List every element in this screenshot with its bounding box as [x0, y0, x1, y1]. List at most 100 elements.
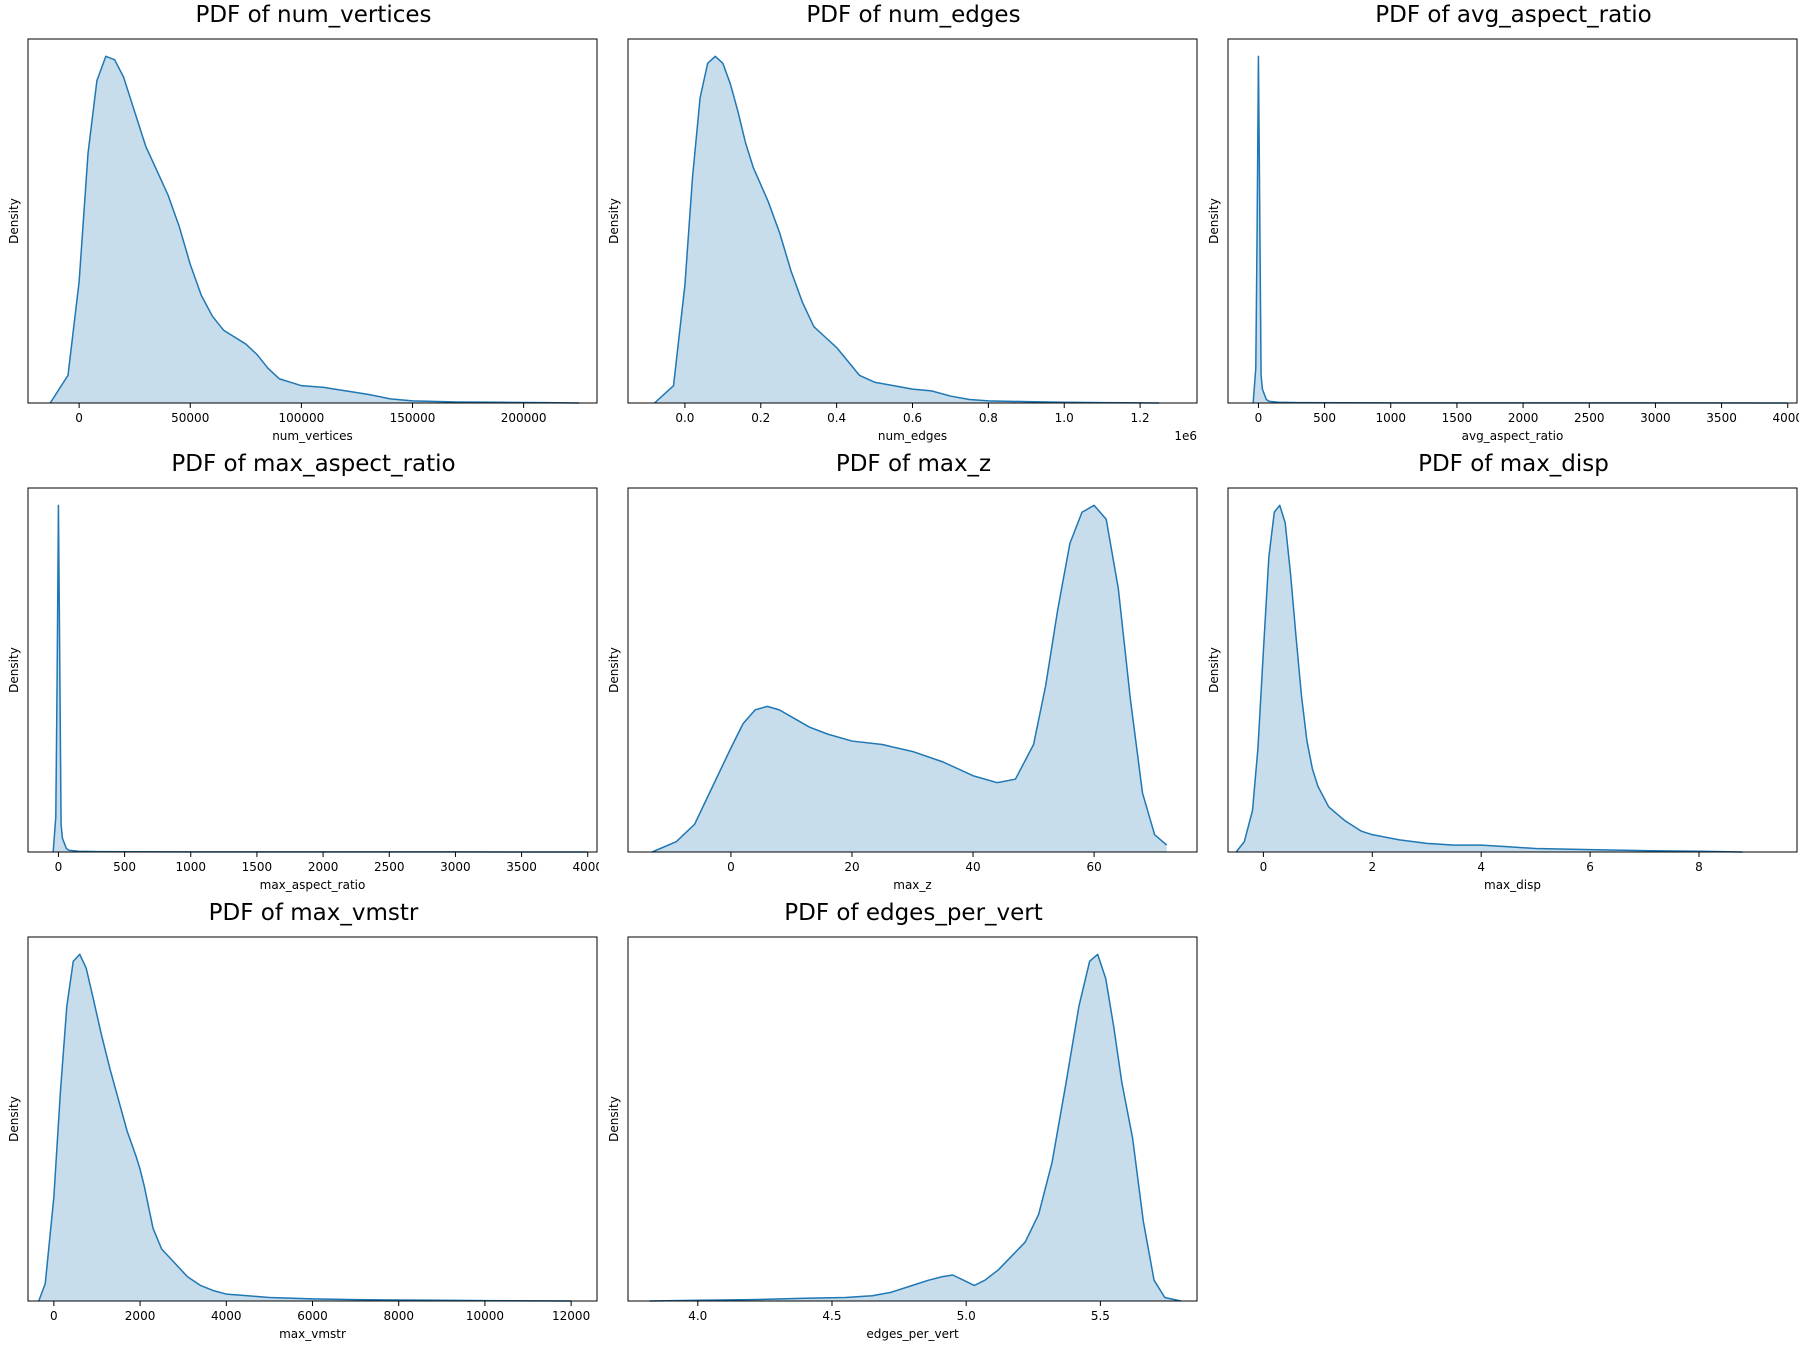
y-axis-label: Density	[607, 1096, 621, 1142]
x-tick-label: 2500	[1574, 411, 1605, 425]
chart-max-aspect-ratio: PDF of max_aspect_ratio 0 500 1000 1500 2000 2…	[0, 449, 599, 897]
x-axis-label: num_edges	[878, 429, 947, 443]
x-tick-label: 0	[1255, 411, 1263, 425]
x-tick-label: 3500	[1706, 411, 1737, 425]
x-tick-label: 500	[113, 860, 136, 874]
x-axis-label: avg_aspect_ratio	[1462, 429, 1564, 443]
density-line	[49, 55, 580, 404]
density-line	[52, 504, 588, 853]
x-tick-label: 5.0	[957, 1309, 976, 1323]
x-tick-label: 150000	[390, 411, 436, 425]
y-axis-label: Density	[1207, 198, 1221, 244]
x-tick-label: 6000	[297, 1309, 328, 1323]
x-tick-label: 1500	[242, 860, 273, 874]
x-tick-label: 6	[1586, 860, 1594, 874]
x-tick-label: 2500	[374, 860, 405, 874]
x-tick-label: 3000	[1640, 411, 1671, 425]
x-tick-label: 4000	[1772, 411, 1799, 425]
x-tick-label: 4000	[211, 1309, 242, 1323]
density-area	[654, 56, 1160, 403]
x-tick-label: 2000	[125, 1309, 156, 1323]
x-tick-label: 0.6	[903, 411, 922, 425]
plot-frame	[27, 38, 598, 404]
y-axis-label: Density	[7, 1096, 21, 1142]
y-axis-label: Density	[7, 198, 21, 244]
density-area	[50, 56, 580, 403]
x-tick-label: 1500	[1442, 411, 1473, 425]
x-tick-label: 12000	[552, 1309, 590, 1323]
chart-title: PDF of num_vertices	[195, 2, 432, 28]
plot-svg: 4.0 4.5 5.0 5.5 edges_per_vert Density	[607, 936, 1198, 1341]
x-axis-label: max_vmstr	[279, 1327, 346, 1341]
x-tick-label: 100000	[278, 411, 324, 425]
chart-avg-aspect-ratio: PDF of avg_aspect_ratio 0 500 1000 1500 2000 2…	[1200, 0, 1799, 448]
chart-edges-per-vert: PDF of edges_per_vert 4.0 4.5 5.0 5.5 edges_p…	[600, 898, 1199, 1346]
chart-title: PDF of edges_per_vert	[784, 900, 1043, 926]
x-tick-label: 8	[1695, 860, 1703, 874]
x-tick-label: 2	[1368, 860, 1376, 874]
density-line	[651, 504, 1168, 853]
chart-num-edges: PDF of num_edges 0.0 0.2 0.4 0.6 0.8 1.0 1.2 num…	[600, 0, 1199, 448]
x-tick-label: 1.0	[1055, 411, 1074, 425]
density-area	[652, 505, 1167, 852]
chart-title: PDF of num_edges	[806, 2, 1021, 28]
density-area	[1236, 505, 1743, 852]
y-axis-label: Density	[607, 198, 621, 244]
plot-svg: 0 20 40 60 max_z Density	[607, 487, 1198, 892]
x-tick-label: 40	[965, 860, 980, 874]
x-axis-label: max_z	[893, 878, 931, 892]
x-tick-label: 0.2	[751, 411, 770, 425]
y-axis-label: Density	[1207, 647, 1221, 693]
x-tick-label: 10000	[466, 1309, 504, 1323]
x-tick-label: 20	[844, 860, 859, 874]
x-tick-label: 0.8	[979, 411, 998, 425]
x-tick-label: 0.4	[827, 411, 846, 425]
x-tick-label: 1.2	[1131, 411, 1150, 425]
plot-frame	[27, 487, 598, 853]
chart-title: PDF of max_vmstr	[208, 900, 419, 926]
plot-frame	[1227, 487, 1798, 853]
x-tick-label: 0	[1260, 860, 1268, 874]
y-axis-label: Density	[607, 647, 621, 693]
x-tick-label: 0.0	[675, 411, 694, 425]
plot-svg: 0 500 1000 1500 2000 2500 3000 3500 4000 avg_aspe…	[1207, 38, 1799, 443]
x-tick-label: 4000	[572, 860, 599, 874]
plot-frame	[627, 936, 1198, 1302]
density-area	[649, 954, 1181, 1301]
x-tick-label: 0	[55, 860, 63, 874]
plot-svg: 0 500 1000 1500 2000 2500 3000 3500 4000 max_aspe…	[7, 487, 599, 892]
chart-max-vmstr: PDF of max_vmstr 0 2000 4000 6000 8000 10000 12…	[0, 898, 599, 1346]
plot-frame	[627, 487, 1198, 853]
x-tick-label: 2000	[1508, 411, 1539, 425]
chart-title: PDF of max_aspect_ratio	[171, 451, 456, 477]
x-tick-label: 500	[1313, 411, 1336, 425]
chart-title: PDF of max_disp	[1418, 451, 1609, 477]
chart-title: PDF of max_z	[835, 451, 992, 477]
x-axis-label: max_aspect_ratio	[260, 878, 366, 892]
density-line	[1235, 504, 1743, 853]
plot-svg: 0.0 0.2 0.4 0.6 0.8 1.0 1.2 num_edges Density 1e6	[607, 38, 1198, 443]
x-axis-label: num_vertices	[272, 429, 353, 443]
x-tick-label: 3500	[506, 860, 537, 874]
plot-svg: 0 2 4 6 8 max_disp Density	[1207, 487, 1798, 892]
x-tick-label: 2000	[308, 860, 339, 874]
plot-frame	[1227, 38, 1798, 404]
x-offset-text: 1e6	[1174, 429, 1197, 443]
x-tick-label: 4.0	[688, 1309, 707, 1323]
y-axis-label: Density	[7, 647, 21, 693]
density-line	[1252, 55, 1788, 404]
density-line	[654, 55, 1160, 404]
x-tick-label: 8000	[383, 1309, 414, 1323]
density-area	[53, 505, 588, 852]
x-tick-label: 3000	[440, 860, 471, 874]
density-area	[1253, 56, 1788, 403]
x-tick-label: 0	[727, 860, 735, 874]
x-tick-label: 0	[50, 1309, 58, 1323]
x-tick-label: 4	[1477, 860, 1485, 874]
plot-svg: 0 2000 4000 6000 8000 10000 12000 max_vmstr Dens…	[7, 936, 598, 1341]
x-tick-label: 50000	[171, 411, 209, 425]
chart-max-z: PDF of max_z 0 20 40 60 max_z Density	[600, 449, 1199, 897]
plot-svg: 0 50000 100000 150000 200000 num_vertices Dens…	[7, 38, 598, 443]
x-tick-label: 0	[75, 411, 83, 425]
